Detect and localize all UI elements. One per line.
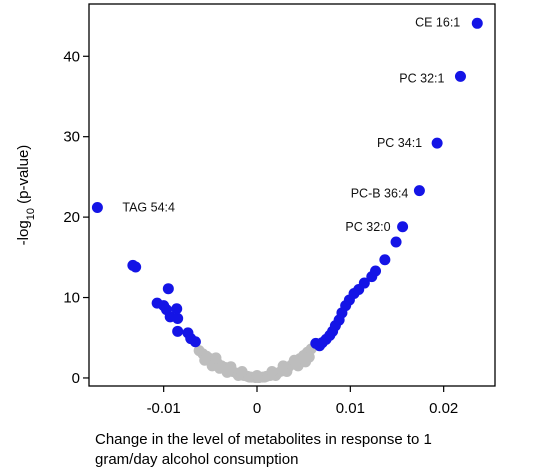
x-tick-label: -0.01 (147, 400, 181, 417)
significant-point (454, 70, 466, 82)
point-label: PC 34:1 (377, 136, 422, 150)
significant-point (130, 261, 142, 273)
point-label: PC 32:0 (345, 220, 390, 234)
y-axis: 0 10 20 30 40 (63, 48, 89, 387)
y-axis-label: -log10 (p-value) (15, 145, 37, 246)
y-axis-label-subscript: 10 (25, 208, 37, 220)
significant-point (162, 283, 174, 295)
nonsignificant-point (199, 354, 211, 366)
y-axis-label-prefix: -log (15, 220, 32, 245)
significant-point (370, 265, 382, 277)
x-tick-label: 0.02 (429, 400, 458, 417)
nonsignificant-points (193, 343, 317, 384)
nonsignificant-point (266, 366, 278, 378)
significant-point (431, 137, 443, 149)
significant-point (379, 254, 391, 266)
y-tick-label: 0 (72, 370, 80, 387)
nonsignificant-point (225, 361, 237, 373)
nonsignificant-point (210, 352, 222, 364)
significant-point (390, 236, 402, 248)
significant-point (172, 312, 184, 324)
significant-point (91, 201, 103, 213)
significant-point (189, 336, 201, 348)
y-tick-label: 10 (63, 290, 80, 307)
y-tick-label: 40 (63, 48, 80, 65)
nonsignificant-point (277, 360, 289, 372)
x-axis-label-line1: Change in the level of metabolites in re… (95, 431, 432, 448)
point-annotations: CE 16:1 PC 32:1 PC 34:1 PC-B 36:4 PC 32:0 TAG… (122, 15, 460, 233)
significant-point (358, 277, 370, 289)
x-axis-label-line2: gram/day alcohol consumption (95, 451, 298, 468)
y-tick-label: 20 (63, 209, 80, 226)
point-label: PC 32:1 (399, 71, 444, 85)
significant-point (413, 185, 425, 197)
nonsignificant-point (236, 366, 248, 378)
x-tick-label: 0 (253, 400, 261, 417)
significant-point (172, 325, 184, 337)
nonsignificant-point (251, 370, 263, 382)
y-tick-label: 30 (63, 129, 80, 146)
significant-point (471, 17, 483, 29)
point-label: TAG 54:4 (122, 200, 175, 214)
nonsignificant-point (288, 354, 300, 366)
x-tick-label: 0.01 (336, 400, 365, 417)
significant-point (171, 303, 183, 315)
point-label: CE 16:1 (415, 15, 460, 29)
plot-area (88, 3, 496, 387)
significant-point (397, 221, 409, 233)
nonsignificant-point (303, 351, 315, 363)
significant-points (91, 17, 483, 352)
significant-point (160, 304, 172, 316)
y-axis-label-suffix: (p-value) (15, 145, 32, 208)
x-axis: -0.01 0 0.01 0.02 (147, 386, 458, 417)
point-label: PC-B 36:4 (351, 187, 409, 201)
